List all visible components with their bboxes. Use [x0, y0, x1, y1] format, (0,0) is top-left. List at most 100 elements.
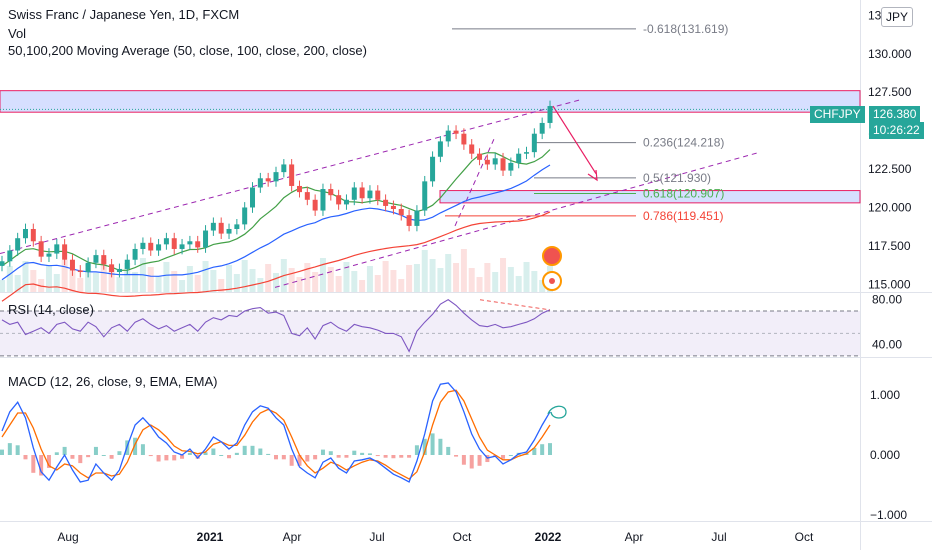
macd-histogram-bar: [454, 455, 459, 457]
candle-body: [156, 244, 162, 251]
candle-body: [445, 130, 451, 142]
macd-histogram-bar: [320, 449, 325, 455]
candle: [93, 249, 99, 269]
candle: [54, 238, 60, 259]
candle: [187, 235, 193, 250]
volume-bar: [132, 272, 139, 292]
candle: [437, 136, 443, 163]
macd-histogram-bar: [438, 438, 443, 455]
macd-histogram-bar: [367, 453, 372, 455]
candle-body: [218, 222, 224, 234]
macd-histogram-bar: [469, 455, 474, 469]
macd-histogram-bar: [532, 447, 537, 455]
time-axis-tick: 2022: [535, 530, 562, 544]
resistance-zone: [0, 90, 861, 113]
price-axis-tick: 117.500: [868, 239, 911, 253]
macd-annotation-circle: [547, 405, 567, 419]
price-axis-tick: 120.000: [868, 200, 912, 214]
candle: [508, 157, 514, 176]
candle-body: [38, 241, 44, 257]
macd-histogram-bar: [414, 445, 419, 455]
candle-body: [414, 210, 420, 226]
candle: [179, 238, 185, 255]
volume-bar: [468, 268, 475, 292]
candle: [226, 223, 232, 239]
volume-bar: [390, 270, 397, 292]
volume-bar: [304, 263, 311, 292]
candle-body: [437, 141, 443, 157]
volume-bar: [476, 277, 483, 292]
macd-histogram-bar: [250, 445, 255, 455]
volume-bar: [398, 279, 405, 292]
candle: [445, 125, 451, 147]
candle-body: [383, 199, 389, 206]
ma50-line: [1, 149, 551, 271]
candle-body: [69, 259, 75, 271]
volume-bar: [273, 273, 279, 292]
candle: [109, 258, 115, 278]
candle-body: [132, 248, 138, 260]
candle-body: [477, 153, 483, 160]
volume-bar: [437, 268, 444, 292]
candle-body: [234, 224, 240, 229]
macd-histogram-bar: [180, 455, 185, 459]
macd-histogram-bar: [336, 455, 341, 458]
candle: [547, 100, 553, 129]
candle: [273, 166, 279, 187]
time-axis-tick: 2021: [197, 530, 224, 544]
volume-bar: [359, 280, 366, 292]
macd-histogram-bar: [407, 455, 412, 458]
candle-body: [273, 172, 279, 182]
candle-body: [179, 244, 185, 249]
macd-histogram-bar: [62, 446, 67, 455]
candle-body: [289, 164, 295, 186]
volume-bar: [77, 278, 84, 292]
dividend-event-icon: [542, 246, 562, 266]
rsi-line: [1, 299, 551, 353]
candle-body: [516, 153, 522, 163]
candle: [69, 254, 75, 276]
volume-bar: [100, 259, 107, 292]
macd-axis-tick: −1.000: [870, 508, 907, 522]
time-axis-tick: Oct: [795, 530, 814, 544]
candle: [195, 235, 201, 253]
fib-level-label: 0.618(120.907): [643, 187, 724, 201]
time-axis-tick: Apr: [283, 530, 302, 544]
candle-body: [359, 187, 365, 199]
rsi-axis-tick: 80.00: [872, 293, 902, 307]
candle: [492, 152, 498, 170]
macd-histogram-bar: [430, 433, 435, 455]
candle-body: [30, 228, 36, 242]
macd-histogram-bar: [133, 437, 138, 455]
macd-histogram-bar: [172, 455, 177, 461]
volume-bar: [351, 271, 358, 292]
candle-body: [531, 133, 537, 153]
volume-bar: [382, 261, 389, 292]
fib-level-label: -0.618(131.619): [643, 22, 728, 36]
forecast-arrowhead: [587, 169, 598, 182]
volume-bar: [210, 270, 217, 292]
macd-histogram-bar: [140, 444, 145, 455]
forecast-arrow: [552, 105, 597, 174]
macd-histogram-bar: [258, 448, 263, 455]
macd-histogram-bar: [383, 455, 388, 458]
last-price-tag: 126.380: [869, 106, 921, 123]
candle-body: [85, 262, 91, 273]
volume-bar: [327, 267, 334, 292]
candle: [367, 185, 373, 204]
candle: [242, 202, 248, 230]
candle-body: [328, 189, 334, 196]
candle-body: [148, 242, 154, 251]
macd-histogram-bar: [289, 455, 294, 466]
candle: [156, 238, 162, 256]
macd-histogram-bar: [117, 451, 122, 455]
volume-bar: [30, 270, 37, 292]
macd-histogram-bar: [352, 450, 357, 455]
candle-body: [195, 241, 201, 248]
currency-button[interactable]: JPY: [881, 7, 913, 27]
candle: [85, 257, 91, 278]
candle: [328, 183, 334, 201]
candle-body: [367, 190, 373, 199]
macd-histogram-bar: [227, 455, 232, 459]
